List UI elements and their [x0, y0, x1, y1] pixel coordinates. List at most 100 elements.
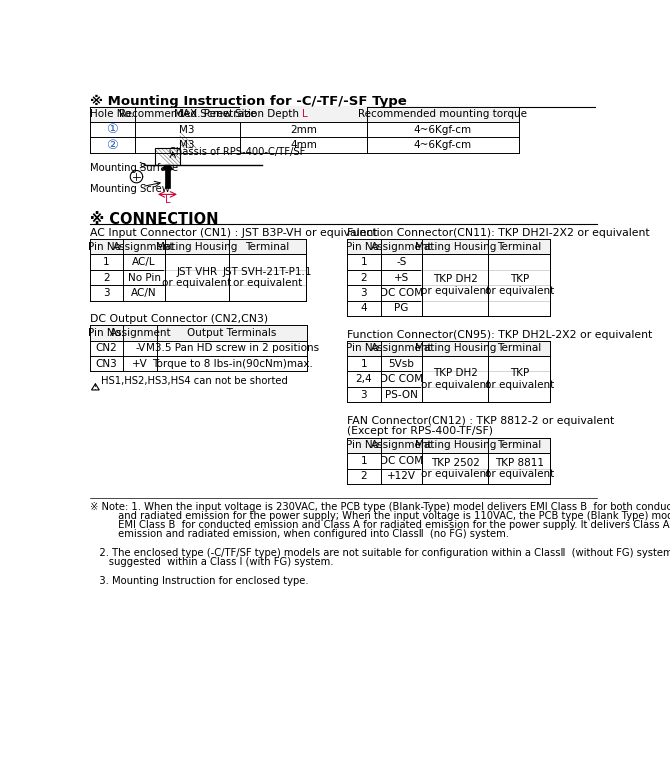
Text: Output Terminals: Output Terminals — [188, 328, 277, 338]
Text: (Except for RPS-400-TF/SF): (Except for RPS-400-TF/SF) — [347, 426, 493, 436]
Text: JST VHR
or equivalent: JST VHR or equivalent — [162, 267, 232, 288]
Text: L: L — [165, 195, 170, 205]
Bar — [347, 239, 550, 316]
Text: EMI Class B  for conducted emission and Class A for radiated emission for the po: EMI Class B for conducted emission and C… — [90, 520, 670, 530]
Text: Terminal: Terminal — [497, 242, 541, 252]
Text: TKP 2502
or equivalent: TKP 2502 or equivalent — [421, 458, 490, 480]
Text: TKP DH2
or equivalent: TKP DH2 or equivalent — [421, 274, 490, 296]
Text: DC Output Connector (CN2,CN3): DC Output Connector (CN2,CN3) — [90, 315, 268, 325]
Text: Chassis of RPS-400-C/TF/SF: Chassis of RPS-400-C/TF/SF — [169, 147, 306, 157]
Text: -S: -S — [397, 257, 407, 268]
Text: Assignment: Assignment — [109, 328, 171, 338]
Text: FAN Connector(CN12) : TKP 8812-2 or equivalent: FAN Connector(CN12) : TKP 8812-2 or equi… — [347, 416, 614, 426]
Text: ②: ② — [107, 138, 119, 151]
Bar — [90, 239, 306, 255]
Bar — [240, 106, 367, 122]
Text: PS-ON: PS-ON — [385, 390, 418, 400]
Text: 4: 4 — [360, 303, 367, 313]
Text: DC COM: DC COM — [380, 374, 423, 385]
Text: Mating Housing: Mating Housing — [156, 242, 238, 252]
Text: 2mm: 2mm — [290, 125, 317, 135]
Text: Pin No.: Pin No. — [88, 242, 125, 252]
Text: HS1,HS2,HS3,HS4 can not be shorted: HS1,HS2,HS3,HS4 can not be shorted — [100, 375, 287, 386]
Text: Pin No.: Pin No. — [346, 242, 382, 252]
Text: and radiated emission for the power supply; When the input voltage is 110VAC, th: and radiated emission for the power supp… — [90, 511, 670, 521]
Text: Pin No.: Pin No. — [346, 344, 382, 353]
Text: AC/N: AC/N — [131, 288, 157, 298]
Text: CN2: CN2 — [96, 344, 117, 353]
Bar — [347, 438, 550, 484]
Text: JST SVH-21T-P1.1
or equivalent: JST SVH-21T-P1.1 or equivalent — [222, 267, 312, 288]
Text: Mating Housing: Mating Housing — [415, 344, 496, 353]
Text: Mounting Surface: Mounting Surface — [90, 163, 178, 173]
Text: No Pin: No Pin — [128, 273, 161, 283]
Bar — [347, 438, 550, 453]
Text: 3. Mounting Instruction for enclosed type.: 3. Mounting Instruction for enclosed typ… — [90, 575, 309, 585]
Bar — [90, 106, 519, 122]
Text: Recommended mounting torque: Recommended mounting torque — [358, 109, 527, 119]
Text: Terminal: Terminal — [497, 440, 541, 451]
Text: ①: ① — [107, 123, 119, 136]
Text: TKP DH2
or equivalent: TKP DH2 or equivalent — [421, 369, 490, 390]
Text: CN3: CN3 — [96, 359, 117, 369]
Text: Function Connector(CN11): TKP DH2I-2X2 or equivalent: Function Connector(CN11): TKP DH2I-2X2 o… — [347, 228, 650, 239]
Text: MAX. Penetration Depth: MAX. Penetration Depth — [174, 109, 302, 119]
Text: Assignment: Assignment — [371, 440, 432, 451]
Text: ※ Mounting Instruction for -C/-TF/-SF Type: ※ Mounting Instruction for -C/-TF/-SF Ty… — [90, 95, 407, 108]
Bar — [90, 325, 307, 372]
Text: Assignment: Assignment — [113, 242, 175, 252]
Text: 4~6Kgf-cm: 4~6Kgf-cm — [414, 140, 472, 150]
Text: TKP
or equivalent: TKP or equivalent — [484, 369, 554, 390]
Bar — [90, 325, 307, 340]
Text: Pin No.: Pin No. — [88, 328, 125, 338]
Text: 2: 2 — [360, 471, 367, 481]
Text: M3.5 Pan HD screw in 2 positions: M3.5 Pan HD screw in 2 positions — [145, 344, 319, 353]
Text: emission and radiated emission, when configured into ClassⅡ  (no FG) system.: emission and radiated emission, when con… — [90, 529, 509, 540]
Text: !: ! — [94, 383, 97, 392]
Text: Assignment: Assignment — [371, 242, 432, 252]
Bar — [165, 165, 170, 188]
Text: Terminal: Terminal — [497, 344, 541, 353]
Text: Recommended Screw Size: Recommended Screw Size — [119, 109, 256, 119]
Text: 1: 1 — [360, 257, 367, 268]
Bar — [347, 340, 550, 356]
Text: TKP
or equivalent: TKP or equivalent — [484, 274, 554, 296]
Bar — [347, 239, 550, 255]
Text: 1: 1 — [360, 456, 367, 466]
Bar — [155, 148, 180, 165]
Text: 5Vsb: 5Vsb — [389, 359, 415, 369]
Text: TKP 8811
or equivalent: TKP 8811 or equivalent — [484, 458, 554, 480]
Polygon shape — [162, 165, 173, 169]
Text: AC/L: AC/L — [133, 257, 156, 268]
Text: Mounting Screw: Mounting Screw — [90, 185, 170, 195]
Text: DC COM: DC COM — [380, 456, 423, 466]
Text: L: L — [302, 109, 308, 119]
Text: -V: -V — [135, 344, 145, 353]
Text: +V: +V — [133, 359, 148, 369]
Text: Mating Housing: Mating Housing — [415, 242, 496, 252]
Text: Terminal: Terminal — [245, 242, 289, 252]
Text: 2,4: 2,4 — [356, 374, 373, 385]
Text: 4~6Kgf-cm: 4~6Kgf-cm — [414, 125, 472, 135]
Bar — [90, 106, 519, 153]
Text: suggested  within a Class Ⅰ (with FG) system.: suggested within a Class Ⅰ (with FG) sys… — [90, 557, 334, 567]
Text: Assignment: Assignment — [371, 344, 432, 353]
Text: Function Connector(CN95): TKP DH2L-2X2 or equivalent: Function Connector(CN95): TKP DH2L-2X2 o… — [347, 330, 653, 340]
Text: M3: M3 — [180, 125, 195, 135]
Text: 1: 1 — [360, 359, 367, 369]
Bar — [347, 340, 550, 402]
Text: ※ Note: 1. When the input voltage is 230VAC, the PCB type (Blank-Type) model del: ※ Note: 1. When the input voltage is 230… — [90, 502, 670, 511]
Text: Mating Housing: Mating Housing — [415, 440, 496, 451]
Text: 3: 3 — [360, 390, 367, 400]
Text: PG: PG — [395, 303, 409, 313]
Text: 2: 2 — [103, 273, 110, 283]
Text: Pin No.: Pin No. — [346, 440, 382, 451]
Text: DC COM: DC COM — [380, 288, 423, 298]
Text: Torque to 8 lbs-in(90cNm)max.: Torque to 8 lbs-in(90cNm)max. — [151, 359, 313, 369]
Text: 2. The enclosed type (-C/TF/SF type) models are not suitable for configuration w: 2. The enclosed type (-C/TF/SF type) mod… — [90, 548, 670, 558]
Text: 4mm: 4mm — [290, 140, 317, 150]
Text: 1: 1 — [103, 257, 110, 268]
Bar — [90, 239, 306, 301]
Text: M3: M3 — [180, 140, 195, 150]
Text: AC Input Connector (CN1) : JST B3P-VH or equivalent: AC Input Connector (CN1) : JST B3P-VH or… — [90, 228, 377, 239]
